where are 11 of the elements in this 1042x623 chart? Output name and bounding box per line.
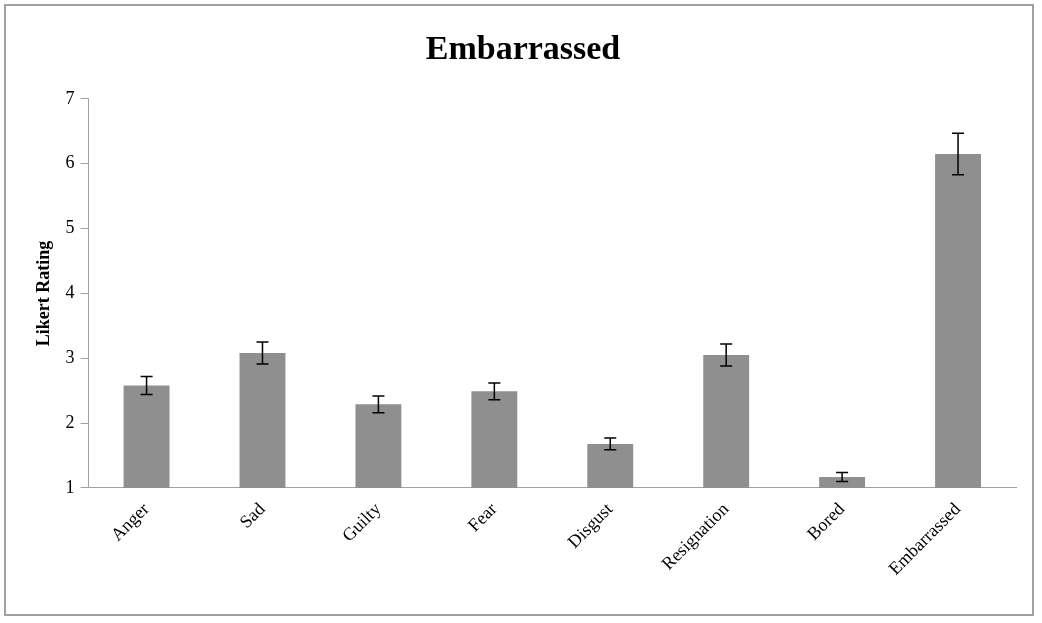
y-tick-label: 6 bbox=[65, 152, 75, 173]
chart-title: Embarrassed bbox=[425, 29, 621, 67]
y-tick-label: 3 bbox=[65, 347, 75, 367]
y-tick-label: 5 bbox=[65, 217, 75, 238]
x-tick-label: Fear bbox=[463, 498, 501, 536]
y-tick-label: 1 bbox=[65, 476, 75, 497]
x-tick-label: Sad bbox=[235, 498, 269, 532]
y-tick-label: 2 bbox=[65, 411, 75, 432]
y-axis-title: Likert Rating bbox=[33, 240, 54, 347]
y-tick-label: 7 bbox=[65, 87, 75, 108]
y-tick-label: 4 bbox=[65, 282, 75, 303]
